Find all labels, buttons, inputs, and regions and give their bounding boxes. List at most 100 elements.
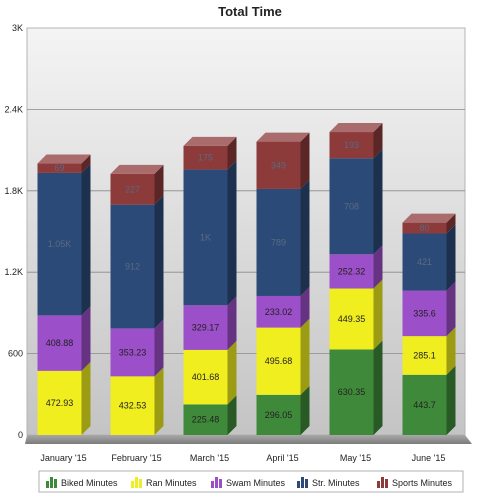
bar-segment (110, 376, 155, 435)
legend-swatch (301, 477, 304, 488)
bar-segment (110, 328, 155, 377)
bar-segment (37, 163, 82, 173)
bar-segment (37, 315, 82, 371)
bar-segment-side (81, 154, 91, 173)
bar-segment-side (81, 306, 91, 371)
bar-stack: 432.53 353.23 912 227 (110, 164, 164, 435)
bar-data-label: 449.35 (338, 314, 366, 324)
bar-segment-side (300, 286, 310, 328)
bar-segment (402, 290, 447, 337)
legend-swatch (381, 477, 384, 488)
bar-data-label: 408.88 (46, 338, 74, 348)
bar-segment (402, 336, 447, 375)
legend-label: Sports Minutes (392, 478, 453, 488)
bar-data-label: 708 (344, 201, 359, 211)
bar-data-label: 1K (200, 232, 211, 242)
bar-data-label: 421 (417, 257, 432, 267)
bar-data-label: 789 (271, 237, 286, 247)
bar-segment-side (373, 123, 383, 159)
bar-segment-side (446, 327, 456, 375)
bar-segment-side (373, 149, 383, 255)
legend-label: Str. Minutes (312, 478, 360, 488)
bar-segment-side (227, 296, 237, 350)
legend-item[interactable]: Sports Minutes (377, 477, 453, 488)
bar-top (256, 132, 310, 142)
bar-segment-side (446, 224, 456, 291)
legend-label: Swam Minutes (226, 478, 286, 488)
bar-segment (256, 327, 301, 395)
bar-top (110, 164, 164, 174)
bar-segment (402, 222, 447, 234)
bar-segment-side (227, 340, 237, 405)
bar-segment (329, 288, 374, 350)
x-tick-label: June '15 (412, 453, 446, 463)
legend-box (38, 470, 464, 493)
bar-segment-side (446, 365, 456, 435)
bar-segment-side (154, 319, 164, 377)
bar-data-label: 296.05 (265, 410, 293, 420)
y-axis: 0 600 1.2K 1.8K 2.4K 3K (4, 23, 465, 440)
legend-swatch (50, 477, 53, 488)
bar-data-label: 495.68 (265, 356, 293, 366)
bar-data-label: 443.7 (413, 400, 436, 410)
bar-data-label: 69 (54, 163, 64, 173)
bar-data-label: 175 (198, 153, 213, 163)
legend-item[interactable]: Str. Minutes (297, 477, 360, 488)
bar-top (329, 123, 383, 133)
bar-segment (183, 169, 228, 306)
bar-data-label: 227 (125, 184, 140, 194)
x-tick-label: February '15 (111, 453, 161, 463)
legend-swatch (377, 481, 380, 488)
y-tick-label: 1.8K (4, 186, 23, 196)
y-tick-label: 0 (18, 430, 23, 440)
bar-segment (329, 158, 374, 255)
bar-segment (37, 172, 82, 316)
legend-item[interactable]: Ran Minutes (131, 477, 197, 488)
bar-stack: 225.48 401.68 329.17 1K 175 (183, 136, 237, 435)
bar-segment-side (81, 361, 91, 435)
legend-label: Ran Minutes (146, 478, 197, 488)
bar-segment (256, 295, 301, 328)
bar-segment-side (300, 132, 310, 189)
y-tick-label: 1.2K (4, 267, 23, 277)
bar-stack: 296.05 495.68 233.02 789 349 (256, 132, 310, 435)
y-tick-label: 3K (12, 23, 23, 33)
bar-data-label: 285.1 (413, 350, 436, 360)
bar-segment-side (373, 340, 383, 435)
bar-top (183, 136, 237, 146)
bar-segment-side (300, 385, 310, 435)
bar-segment-side (446, 281, 456, 337)
legend-item[interactable]: Biked Minutes (46, 477, 118, 488)
bar-segment-side (81, 163, 91, 316)
bar-segment-side (373, 279, 383, 350)
bar-data-label: 252.32 (338, 266, 366, 276)
bars: 472.93 408.88 1.05K 69 432.53 353.23 912 227 225… (37, 123, 456, 435)
legend-swatch (297, 481, 300, 488)
legend-item[interactable]: Swam Minutes (211, 477, 286, 488)
bar-segment (110, 173, 155, 205)
legend-swatch (385, 479, 388, 488)
bar-data-label: 472.93 (46, 398, 74, 408)
bar-data-label: 1.05K (48, 239, 72, 249)
bar-segment-side (227, 160, 237, 306)
x-tick-label: January '15 (40, 453, 86, 463)
x-tick-label: April '15 (266, 453, 298, 463)
legend-swatch (219, 479, 222, 488)
bar-segment (183, 404, 228, 435)
bar-segment-side (300, 179, 310, 296)
bar-segment (329, 132, 374, 159)
bar-data-label: 630.35 (338, 387, 366, 397)
x-tick-label: March '15 (190, 453, 229, 463)
bar-segment (183, 145, 228, 170)
bar-segment-side (154, 164, 164, 205)
y-tick-label: 2.4K (4, 104, 23, 114)
legend-label: Biked Minutes (61, 478, 118, 488)
bar-data-label: 349 (271, 160, 286, 170)
legend-swatch (139, 479, 142, 488)
bar-segment (110, 204, 155, 329)
bar-stack: 443.7 285.1 335.6 421 80 (402, 213, 456, 435)
legend-swatch (215, 477, 218, 488)
plot-background (26, 27, 466, 436)
legend: Biked Minutes Ran Minutes Swam Minutes Str.… (38, 470, 464, 493)
